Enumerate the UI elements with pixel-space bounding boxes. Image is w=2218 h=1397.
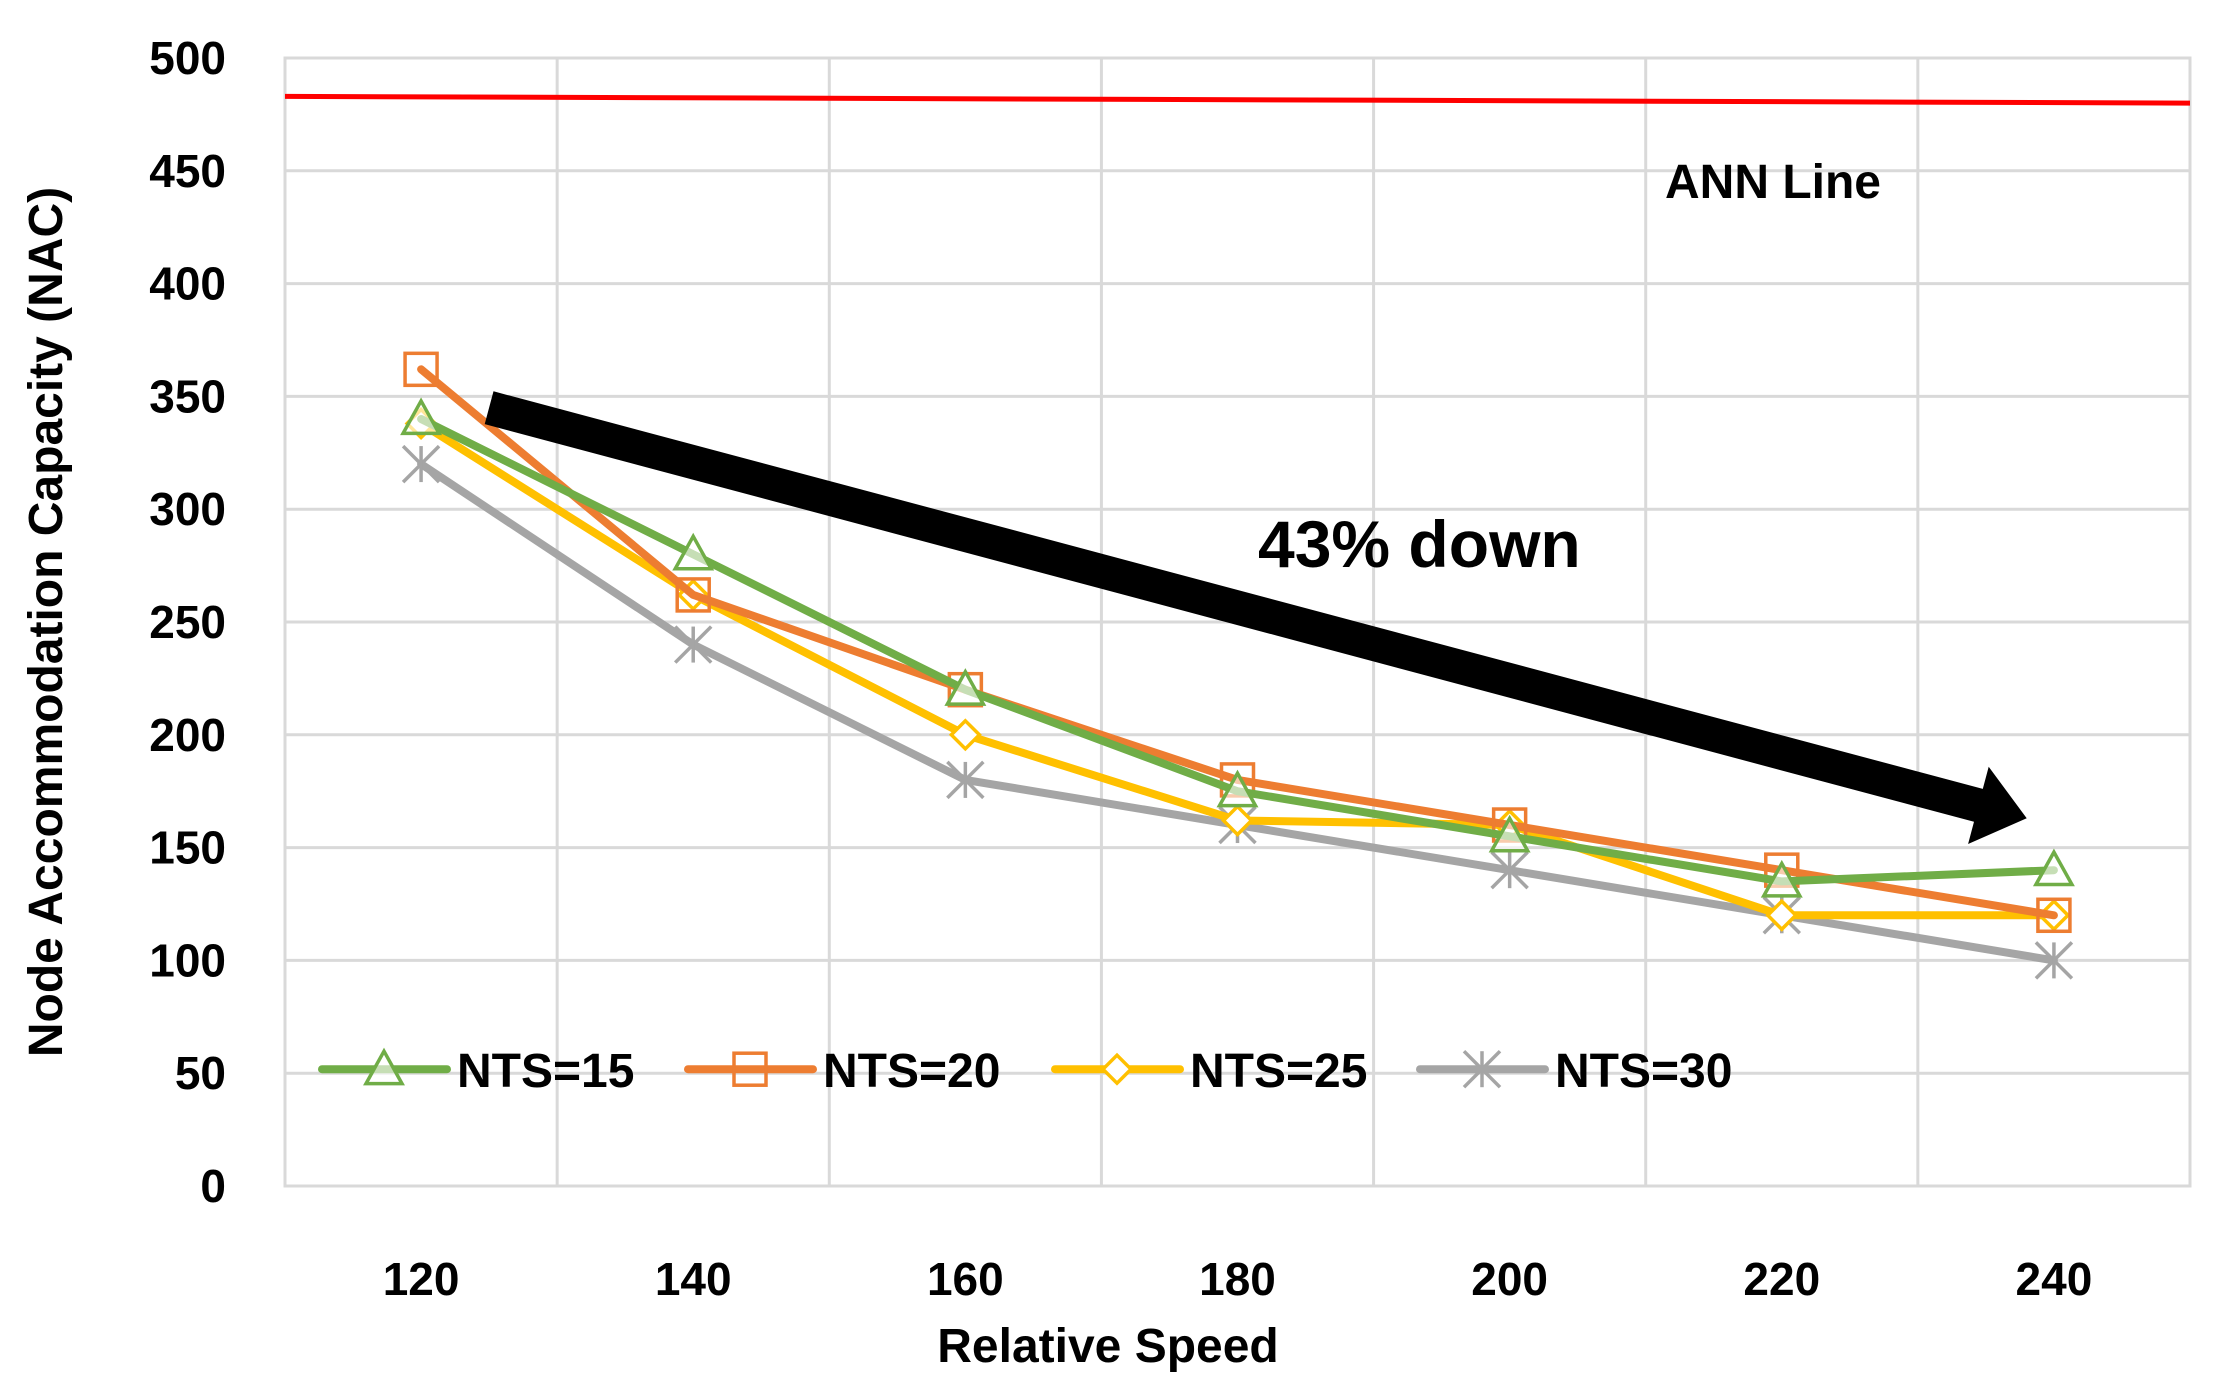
point-nts-30-200 bbox=[1490, 850, 1529, 890]
legend-item-nts-30: NTS=30 bbox=[1416, 1045, 1732, 1098]
legend-marker-nts-15 bbox=[363, 1047, 405, 1086]
point-nts-15-120 bbox=[400, 397, 443, 436]
annotation-43-down: 43% down bbox=[1258, 507, 1581, 581]
point-nts-15-160 bbox=[944, 668, 987, 706]
x-tick-label-160: 160 bbox=[927, 1253, 1004, 1305]
legend-label-nts-15: NTS=15 bbox=[457, 1045, 634, 1098]
trend-arrow-shape bbox=[484, 391, 2027, 844]
point-nts-15-140 bbox=[672, 532, 715, 571]
y-tick-label-300: 300 bbox=[149, 483, 226, 535]
point-nts-25-220 bbox=[1765, 898, 1799, 932]
y-axis-title: Node Accommodation Capacity (NAC) bbox=[20, 187, 73, 1057]
plot-area-border bbox=[283, 56, 2192, 1188]
trend-arrow bbox=[484, 391, 2027, 844]
point-nts-30-120 bbox=[401, 444, 441, 484]
y-tick-label-150: 150 bbox=[149, 822, 226, 874]
point-nts-20-240 bbox=[2036, 897, 2072, 934]
point-nts-25-160 bbox=[948, 718, 982, 752]
point-nts-20-120 bbox=[403, 351, 439, 388]
legend-label-nts-30: NTS=30 bbox=[1555, 1045, 1732, 1098]
x-axis-title: Relative Speed bbox=[937, 1320, 1278, 1373]
legend-label-nts-25: NTS=25 bbox=[1190, 1045, 1367, 1098]
point-nts-30-240 bbox=[2034, 941, 2074, 980]
x-axis-ticks: 120 140 160 180 200 220 240 bbox=[383, 1253, 2093, 1305]
legend-label-nts-20: NTS=20 bbox=[823, 1045, 1000, 1098]
x-tick-label-180: 180 bbox=[1199, 1253, 1276, 1305]
y-tick-label-350: 350 bbox=[149, 370, 226, 422]
point-nts-15-180 bbox=[1216, 769, 1259, 808]
series-nts-15 bbox=[400, 397, 2075, 898]
point-nts-15-220 bbox=[1760, 859, 1803, 898]
point-nts-30-160 bbox=[946, 760, 985, 800]
point-nts-15-240 bbox=[2032, 848, 2075, 887]
ann-reference-line bbox=[284, 93, 2191, 106]
y-tick-label-400: 400 bbox=[149, 258, 226, 310]
point-nts-15-200 bbox=[1488, 814, 1531, 853]
legend-marker-nts-30 bbox=[1462, 1049, 1502, 1089]
series-group bbox=[400, 351, 2075, 980]
y-axis-ticks: 0 50 100 150 200 250 300 350 400 450 500 bbox=[149, 32, 226, 1212]
y-tick-label-250: 250 bbox=[149, 596, 226, 648]
legend-marker-nts-20 bbox=[732, 1051, 768, 1087]
legend: NTS=15 NTS=20 NTS=25 NTS=30 bbox=[318, 1045, 1732, 1098]
y-tick-label-50: 50 bbox=[175, 1047, 226, 1099]
y-tick-label-500: 500 bbox=[149, 32, 226, 84]
point-nts-20-140 bbox=[675, 577, 711, 613]
ann-line-label: ANN Line bbox=[1665, 156, 1881, 209]
point-nts-25-180 bbox=[1221, 804, 1254, 838]
x-tick-label-200: 200 bbox=[1471, 1253, 1548, 1305]
legend-item-nts-15: NTS=15 bbox=[318, 1045, 634, 1098]
y-tick-label-450: 450 bbox=[149, 145, 226, 197]
x-tick-label-140: 140 bbox=[655, 1253, 732, 1305]
legend-item-nts-20: NTS=20 bbox=[684, 1045, 1000, 1098]
x-tick-label-120: 120 bbox=[383, 1253, 460, 1305]
point-nts-30-140 bbox=[673, 625, 713, 664]
legend-marker-nts-25 bbox=[1100, 1052, 1134, 1086]
x-tick-label-240: 240 bbox=[2016, 1253, 2093, 1305]
x-tick-label-220: 220 bbox=[1743, 1253, 1820, 1305]
ann-line bbox=[284, 93, 2191, 106]
y-tick-label-0: 0 bbox=[200, 1160, 226, 1212]
y-tick-label-100: 100 bbox=[149, 934, 226, 986]
y-tick-label-200: 200 bbox=[149, 709, 226, 761]
legend-item-nts-25: NTS=25 bbox=[1051, 1045, 1367, 1098]
